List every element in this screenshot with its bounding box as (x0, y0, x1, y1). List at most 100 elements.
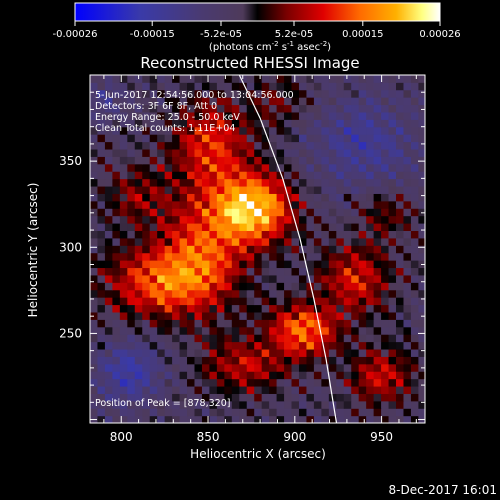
heatmap-cell (224, 267, 233, 276)
heatmap-cell (269, 111, 278, 120)
heatmap-cell (112, 260, 121, 269)
heatmap-cell (366, 119, 375, 128)
heatmap-cell (97, 363, 106, 372)
heatmap-cell (209, 289, 218, 298)
heatmap-cell (254, 126, 263, 135)
heatmap-cell (291, 178, 300, 187)
heatmap-cell (284, 111, 293, 120)
heatmap-cell (410, 311, 419, 320)
heatmap-cell (403, 371, 412, 380)
heatmap-cell (172, 393, 181, 402)
heatmap-cell (336, 75, 345, 83)
heatmap-cell (373, 82, 382, 91)
heatmap-cell (410, 156, 419, 165)
annotation-time-range: 5-Jun-2017 12:54:56.000 to 13:04:56.000 (95, 90, 294, 101)
heatmap-cell (276, 230, 285, 239)
heatmap-cell (172, 311, 181, 320)
heatmap-cell (388, 185, 397, 194)
heatmap-cell (179, 326, 188, 335)
heatmap-cell (328, 97, 337, 106)
heatmap-cell (366, 252, 375, 261)
heatmap-cell (134, 156, 143, 165)
heatmap-cell (142, 134, 151, 143)
heatmap-cell (127, 385, 136, 394)
heatmap-cell (90, 245, 99, 254)
heatmap-cell (306, 82, 315, 91)
heatmap-cell (104, 363, 113, 372)
heatmap-cell (396, 148, 405, 157)
heatmap-cell (164, 126, 173, 135)
heatmap-cell (142, 185, 151, 194)
heatmap-cell (343, 297, 352, 306)
heatmap-cell (127, 356, 136, 365)
heatmap-cell (127, 230, 136, 239)
heatmap-cell (403, 274, 412, 283)
heatmap-cell (127, 222, 136, 231)
heatmap-cell (366, 200, 375, 209)
heatmap-cell (201, 371, 211, 380)
heatmap-cell (209, 274, 218, 283)
heatmap-cell (276, 341, 285, 350)
heatmap-cell (112, 319, 121, 328)
heatmap-cell (284, 148, 293, 157)
heatmap-cell (134, 267, 143, 276)
heatmap-cell (142, 400, 151, 409)
heatmap-cell (90, 148, 99, 157)
heatmap-cell (216, 297, 225, 306)
heatmap-cell (224, 415, 233, 423)
heatmap-cell (97, 334, 106, 343)
heatmap-cell (239, 89, 248, 98)
heatmap-cell (164, 89, 173, 98)
heatmap-cell (366, 304, 375, 313)
heatmap-cell (328, 237, 337, 246)
heatmap-cell (284, 75, 293, 83)
heatmap-cell (104, 311, 113, 320)
heatmap-cell (328, 148, 337, 157)
heatmap-cell (164, 341, 173, 350)
heatmap-cell (142, 82, 151, 91)
heatmap-cell (410, 97, 419, 106)
heatmap-cell (381, 385, 390, 394)
heatmap-cell (313, 178, 322, 187)
heatmap-cell (261, 104, 270, 113)
heatmap-cell (231, 415, 240, 423)
heatmap-cell (388, 371, 397, 380)
heatmap-cell (254, 134, 263, 143)
heatmap-cell (388, 230, 397, 239)
heatmap-cell (216, 185, 225, 194)
heatmap-cell (216, 341, 225, 350)
heatmap-cell (104, 178, 113, 187)
heatmap-cell (403, 408, 412, 417)
heatmap-cell (231, 148, 240, 157)
heatmap-cell (112, 245, 121, 254)
heatmap-cell (134, 297, 143, 306)
heatmap-cell (134, 260, 143, 269)
heatmap-cell (358, 326, 367, 335)
heatmap-cell (388, 260, 397, 269)
heatmap-cell (90, 119, 99, 128)
heatmap-cell (194, 230, 203, 239)
heatmap-cell (254, 245, 263, 254)
heatmap-cell (396, 82, 405, 91)
heatmap-cell (313, 260, 322, 269)
heatmap-cell (246, 82, 255, 91)
heatmap-cell (388, 148, 397, 157)
heatmap-cell (328, 408, 337, 417)
heatmap-cell (381, 326, 390, 335)
heatmap-cell (254, 274, 263, 283)
heatmap-cell (313, 267, 322, 276)
heatmap-cell (418, 267, 425, 276)
heatmap-cell (149, 326, 158, 335)
heatmap-cell (336, 126, 345, 135)
heatmap-cell (201, 274, 211, 283)
heatmap-cell (179, 134, 188, 143)
heatmap-cell (396, 378, 405, 387)
heatmap-cell (336, 222, 345, 231)
heatmap-cell (284, 274, 293, 283)
heatmap-cell (410, 274, 419, 283)
heatmap-cell (328, 245, 337, 254)
heatmap-cell (410, 111, 419, 120)
heatmap-cell (239, 82, 248, 91)
heatmap-cell (396, 260, 405, 269)
heatmap-cell (239, 393, 248, 402)
